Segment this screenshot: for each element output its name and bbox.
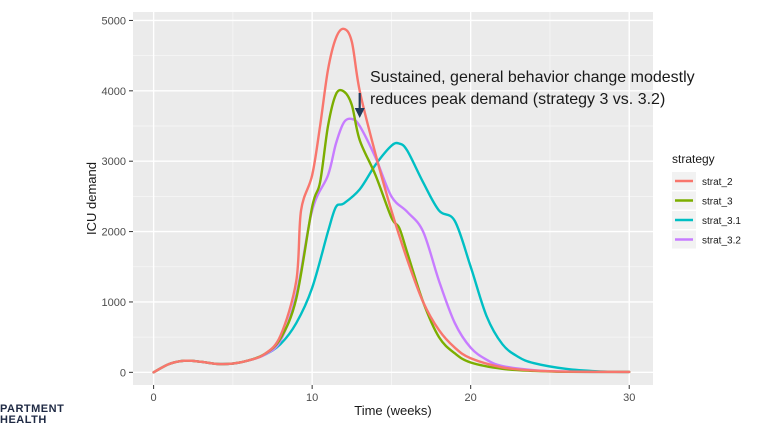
y-tick-label: 3000 xyxy=(102,156,126,168)
y-axis-title: ICU demand xyxy=(84,162,99,235)
annotation-arrow xyxy=(354,93,365,118)
legend-title: strategy xyxy=(672,152,715,166)
y-tick-label: 4000 xyxy=(102,86,126,98)
department-logo: PARTMENT HEALTH xyxy=(0,404,64,426)
x-tick-label: 20 xyxy=(465,392,477,404)
arrow-head xyxy=(354,108,365,118)
logo-line-1: PARTMENT xyxy=(0,403,65,415)
x-tick-label: 30 xyxy=(623,392,635,404)
y-tick-label: 0 xyxy=(120,367,126,379)
legend: strategy strat_2 strat_3 strat_3.1 strat_3.2 xyxy=(672,152,741,249)
x-tick-label: 0 xyxy=(151,392,157,404)
x-tick-label: 10 xyxy=(306,392,318,404)
axes: 0 10 20 30 0 1000 2000 3000 4000 5000 Time (weeks)… xyxy=(84,15,635,418)
y-tick-label: 2000 xyxy=(102,227,126,239)
legend-label: strat_3.1 xyxy=(702,216,741,227)
y-tick-label: 5000 xyxy=(102,15,126,27)
annotation-text: Sustained, general behavior change modes… xyxy=(370,67,750,111)
annotation-line-2: reduces peak demand (strategy 3 vs. 3.2) xyxy=(370,91,666,108)
grid-lines xyxy=(133,12,653,385)
annotation-line-1: Sustained, general behavior change modes… xyxy=(370,69,695,86)
x-axis-title: Time (weeks) xyxy=(354,403,432,418)
series-line-strat-2 xyxy=(152,27,631,374)
legend-label: strat_3 xyxy=(702,197,733,208)
logo-line-2: HEALTH xyxy=(0,414,47,426)
y-tick-label: 1000 xyxy=(102,297,126,309)
legend-label: strat_3.2 xyxy=(702,236,741,247)
series-lines xyxy=(152,27,631,374)
legend-label: strat_2 xyxy=(702,177,733,188)
